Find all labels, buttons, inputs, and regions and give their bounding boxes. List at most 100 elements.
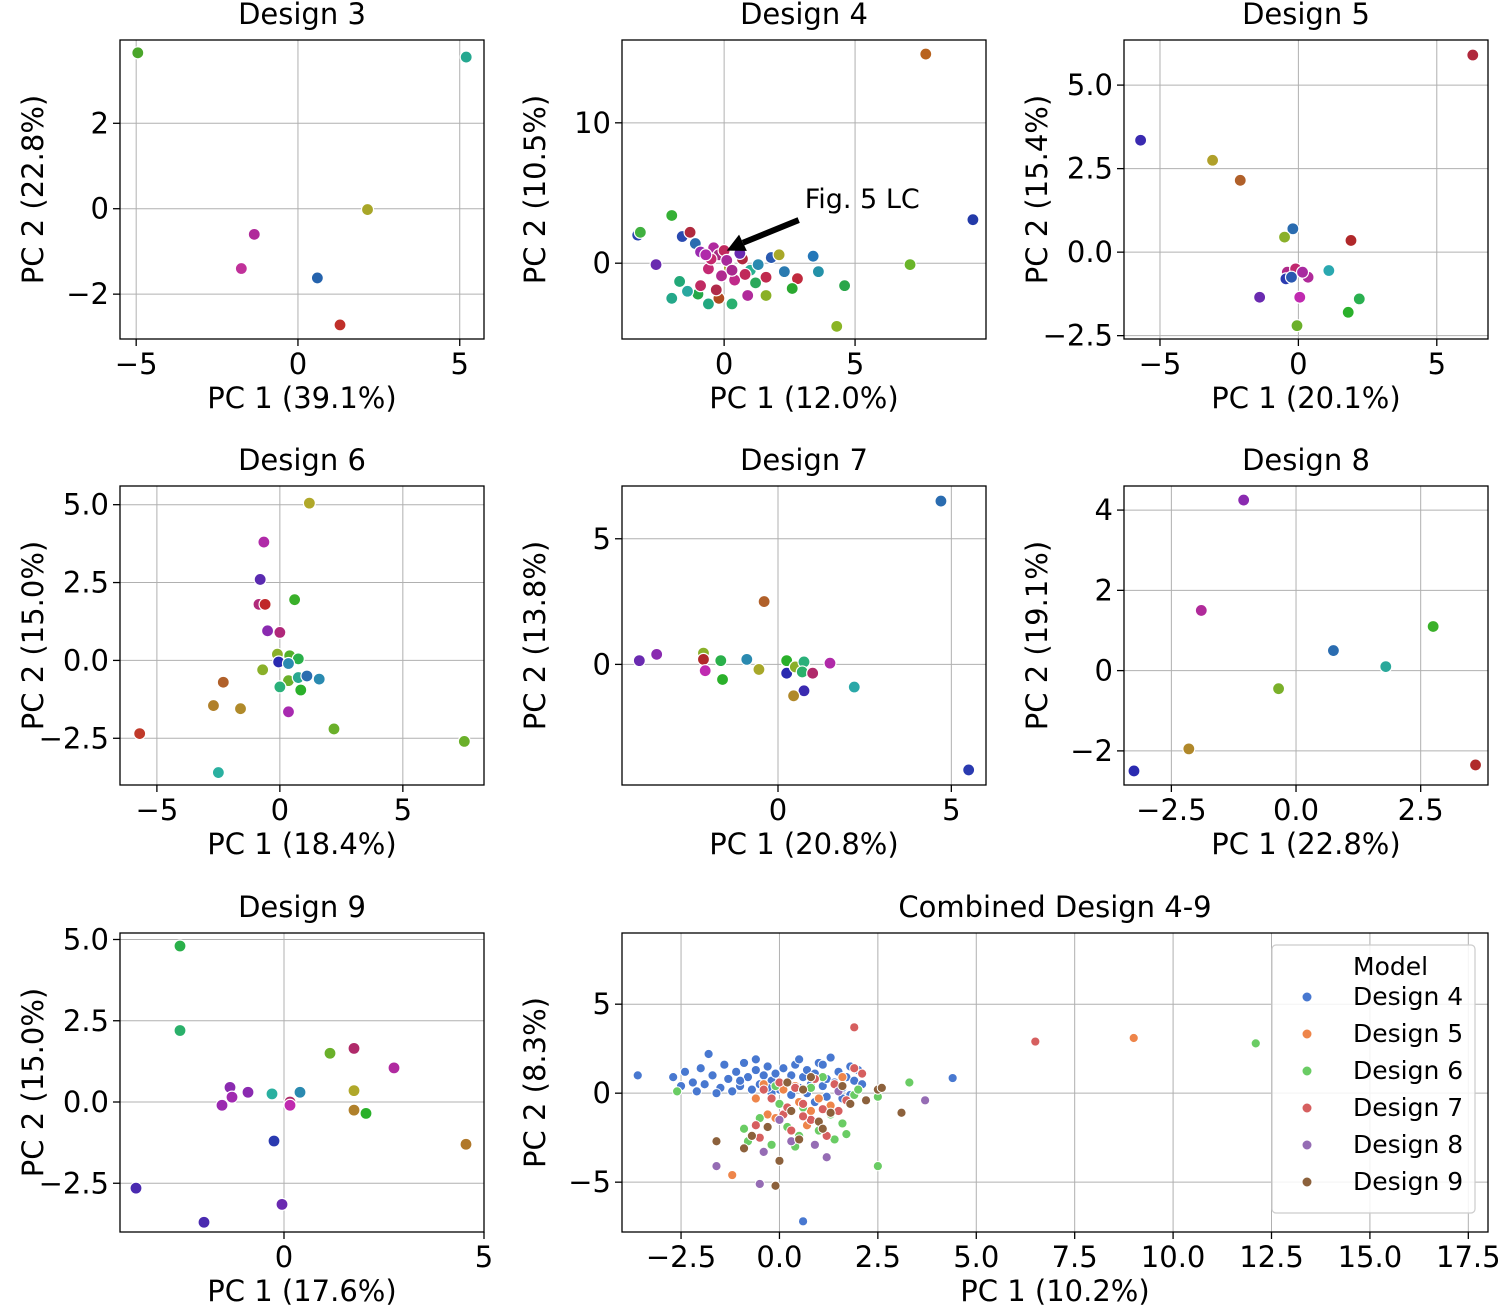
- data-point: [766, 1139, 777, 1150]
- data-point: [903, 258, 917, 272]
- data-point: [738, 267, 752, 282]
- data-point: [830, 319, 844, 333]
- data-point: [741, 288, 755, 303]
- x-tick-label: 5.0: [953, 1240, 999, 1274]
- x-tick-label: 5: [846, 347, 864, 381]
- data-point: [457, 734, 471, 748]
- data-point: [709, 283, 723, 297]
- data-point: [934, 494, 948, 508]
- x-tick-label: −5: [1139, 347, 1182, 381]
- data-point: [387, 1061, 401, 1075]
- data-point: [738, 1123, 750, 1134]
- data-point: [1426, 619, 1440, 634]
- data-point: [786, 1105, 797, 1117]
- x-tick-label: 17.5: [1436, 1240, 1500, 1274]
- data-point: [215, 1098, 229, 1112]
- x-tick-label: −5: [115, 347, 158, 381]
- data-point: [707, 1070, 718, 1081]
- subplot-1: −5 0 5 −2 0 2 Design 3 PC 1 (39.1%) PC 2 (22.8%): [16, 0, 485, 415]
- data-point: [253, 572, 267, 587]
- data-point: [845, 1098, 856, 1109]
- y-tick-label: −2.5: [39, 1166, 109, 1200]
- data-point: [281, 705, 296, 719]
- y-axis-label: PC 2 (15.0%): [16, 988, 50, 1177]
- legend-marker: [1301, 1176, 1313, 1188]
- y-tick-label: 2.5: [63, 1004, 109, 1038]
- data-point: [860, 1095, 872, 1106]
- data-point: [691, 1086, 702, 1097]
- data-point: [785, 281, 799, 296]
- data-point: [738, 1143, 750, 1154]
- x-tick-label: −5: [136, 793, 179, 827]
- y-tick-label: 2.5: [63, 566, 109, 600]
- data-point: [701, 297, 716, 311]
- legend-entry: Design 7: [1353, 1093, 1463, 1122]
- data-point: [762, 1121, 773, 1133]
- legend-entry: Design 5: [1353, 1019, 1463, 1048]
- data-point: [714, 654, 728, 668]
- data-point: [758, 1070, 769, 1081]
- data-point: [825, 1052, 836, 1063]
- data-point: [233, 702, 248, 716]
- legend-entry: Design 8: [1353, 1130, 1463, 1159]
- x-tick-label: −2.5: [1136, 793, 1206, 827]
- subplot-2: 0 5 0 10 Fig. 5 LC Design 4 PC 1 (12.0%) PC 2 (…: [518, 0, 987, 415]
- subplot-title: Design 7: [740, 443, 868, 477]
- x-tick-label: 0: [769, 793, 787, 827]
- data-point: [696, 652, 711, 666]
- x-axis-label: PC 1 (39.1%): [207, 381, 396, 415]
- y-tick-label: 0: [593, 647, 611, 681]
- legend-box: [1271, 944, 1476, 1214]
- x-tick-label: 12.5: [1239, 1240, 1304, 1274]
- subplot-5: 0 5 0 5 Design 7 PC 1 (20.8%) PC 2 (13.8%): [518, 443, 987, 861]
- data-point: [711, 1161, 722, 1172]
- y-axis-label: PC 2 (19.1%): [1020, 541, 1054, 730]
- data-point: [129, 1181, 143, 1195]
- data-point: [1237, 493, 1251, 507]
- data-point: [794, 1054, 805, 1065]
- data-point: [770, 1068, 781, 1079]
- data-point: [750, 1064, 761, 1076]
- data-point: [650, 647, 664, 661]
- data-point: [750, 1120, 761, 1131]
- y-tick-label: 5: [593, 987, 611, 1021]
- data-point: [817, 1123, 828, 1134]
- x-tick-label: 0: [715, 347, 733, 381]
- data-point: [1127, 764, 1141, 778]
- y-axis-label: PC 2 (22.8%): [16, 95, 50, 284]
- data-point: [847, 680, 861, 694]
- data-point: [947, 1072, 958, 1084]
- data-point: [750, 1054, 761, 1065]
- x-axis-label: PC 1 (12.0%): [709, 381, 898, 415]
- y-axis-label: PC 2 (15.0%): [16, 541, 50, 730]
- data-point: [665, 291, 679, 305]
- data-point: [360, 202, 375, 217]
- data-point: [786, 1125, 797, 1136]
- data-point: [1341, 305, 1355, 319]
- data-point: [310, 271, 324, 285]
- y-tick-label: 2: [1095, 573, 1113, 607]
- data-point: [766, 1093, 777, 1104]
- legend-marker: [1301, 991, 1313, 1003]
- legend-entry: Design 9: [1353, 1167, 1463, 1196]
- data-point: [738, 1057, 750, 1069]
- subplot-8: −2.5 0.0 2.5 5.0 7.5 10.0 12.5 15.0 17.5 −5 0 5 Comb…: [518, 890, 1500, 1306]
- data-point: [1286, 222, 1300, 236]
- data-point: [1250, 1038, 1261, 1049]
- data-point: [837, 1072, 848, 1083]
- data-point: [1293, 290, 1307, 304]
- data-point: [359, 1106, 373, 1120]
- y-tick-label: 5.0: [63, 488, 109, 522]
- subplot-title: Design 6: [238, 443, 366, 477]
- data-point: [849, 1022, 860, 1033]
- x-axis-label: PC 1 (18.4%): [207, 827, 396, 861]
- x-tick-label: 0: [271, 793, 289, 827]
- x-tick-label: −2.5: [646, 1240, 716, 1274]
- data-point: [293, 1085, 307, 1099]
- data-point: [260, 624, 275, 638]
- subplot-title: Combined Design 4-9: [898, 890, 1211, 924]
- data-point: [333, 318, 347, 332]
- x-tick-label: 2.5: [855, 1240, 901, 1274]
- x-tick-label: 0.0: [1273, 793, 1319, 827]
- y-tick-label: 0.0: [63, 1085, 109, 1119]
